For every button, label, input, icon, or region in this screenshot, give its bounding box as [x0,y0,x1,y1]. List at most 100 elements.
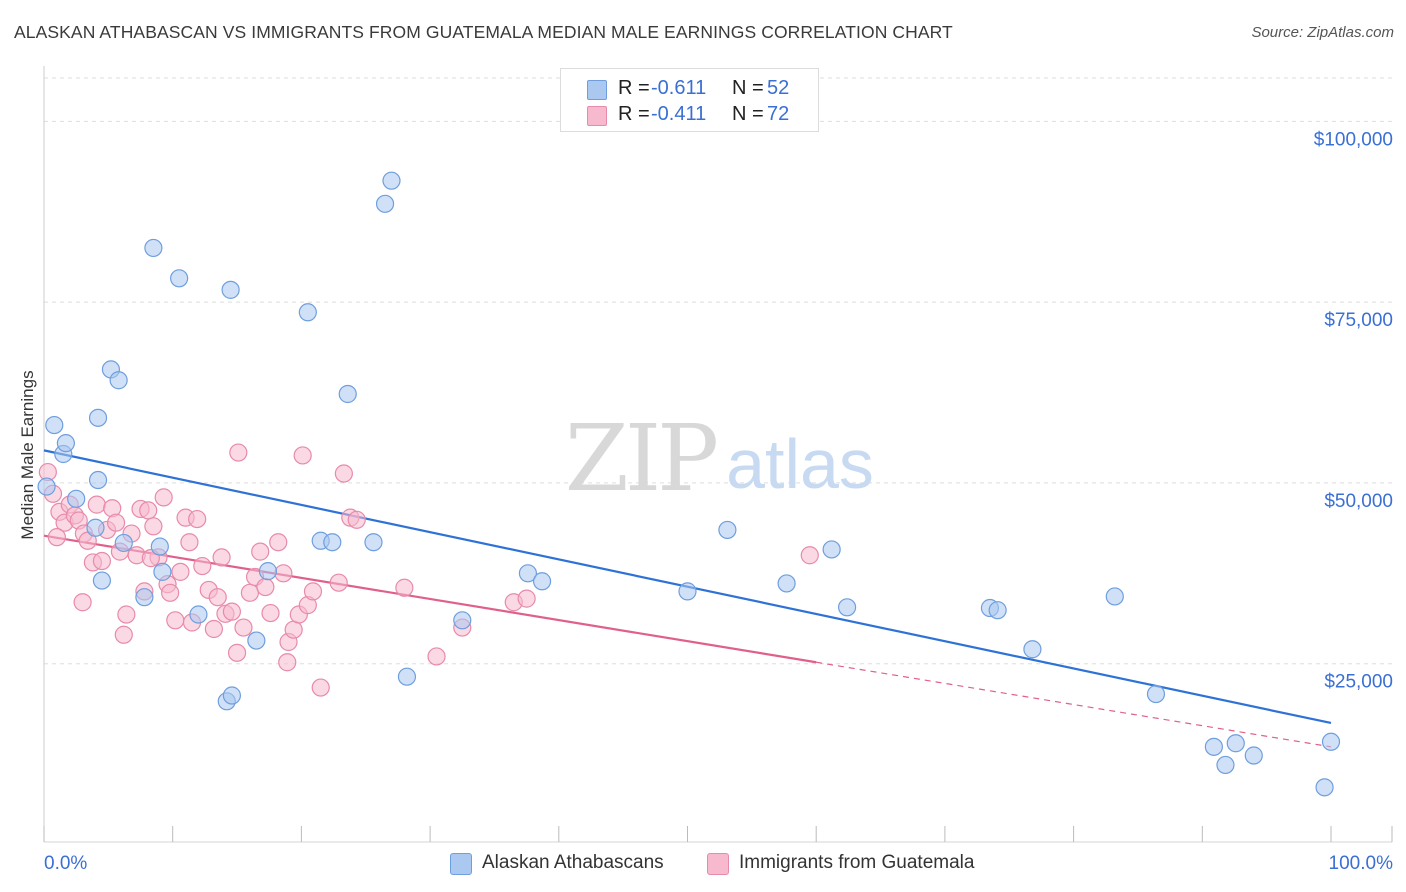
legend-label-guatemala: Immigrants from Guatemala [739,852,975,873]
athabascan-point [247,631,266,650]
guatemala-point [395,578,414,597]
legend-n-label: N = [732,77,764,99]
athabascan-point [170,269,189,288]
guatemala-point [278,653,297,672]
athabascan-point [135,588,154,607]
guatemala-point [117,605,136,624]
watermark-zip: ZIP [565,405,716,512]
watermark: ZIP atlas [565,405,874,512]
guatemala-point [256,577,275,597]
guatemala-point [87,495,106,514]
athabascan-point [92,571,112,590]
legend-swatch-blue [450,853,472,875]
athabascan-point [397,667,417,686]
legend-stats: R = -0.611 N = 52 R = -0.411 N = 72 [560,68,819,132]
legend-r-value: -0.611 [651,77,707,99]
guatemala-point [229,443,248,462]
guatemala-point [269,533,288,552]
athabascan-point [56,434,75,453]
legend-n-value: 52 [767,77,790,99]
watermark-atlas: atlas [726,425,874,503]
legend-swatch-pink [587,106,607,126]
legend-swatch-pink [707,853,729,875]
athabascan-point [150,537,169,556]
chart-title: ALASKAN ATHABASCAN VS IMMIGRANTS FROM GU… [14,22,953,42]
athabascan-point [114,533,133,553]
athabascan-point [678,582,697,601]
athabascan-point [189,605,208,624]
athabascan-point [338,384,357,404]
guatemala-point [293,446,312,465]
athabascan-point [1315,778,1334,797]
x-tick-label-min: 0.0% [44,853,87,874]
legend-label-athabascans: Alaskan Athabascans [482,852,664,873]
guatemala-point [311,678,330,697]
athabascan-point [37,477,56,496]
points-layer [37,171,1341,797]
athabascan-point [382,171,401,190]
athabascan-point [1226,734,1245,753]
athabascan-point [222,686,242,705]
guatemala-point [154,488,173,507]
guatemala-point [106,513,126,532]
athabascan-point [375,194,395,213]
athabascan-point [88,470,108,490]
athabascan-point [453,611,472,630]
guatemala-point [234,618,253,637]
guatemala-trendline [43,534,817,664]
guatemala-point [193,556,212,576]
guatemala-point [161,583,180,602]
athabascan-point [1023,640,1042,659]
athabascan-point [988,601,1007,620]
athabascan-point [88,408,108,427]
athabascan-point [109,371,128,390]
guatemala-point [261,603,280,623]
legend-r-label: R = [618,103,650,125]
y-tick-label: $75,000 [1324,310,1393,331]
guatemala-point [800,546,819,565]
athabascan-point [45,415,64,435]
legend-n-value: 72 [767,103,790,125]
y-tick-label: $100,000 [1314,129,1393,150]
axis-layer: $25,000 $50,000 $75,000 $100,000 0.0% 100.0% [43,66,1393,874]
athabascan-point [323,533,342,552]
athabascan-point [1244,746,1263,765]
athabascan-point [718,520,737,540]
y-tick-label: $50,000 [1324,491,1393,512]
legend-n-label: N = [732,103,764,125]
guatemala-point [227,643,247,662]
guatemala-point [166,611,185,630]
athabascan-point [1146,684,1166,704]
athabascan-point [518,564,538,583]
guatemala-point [171,562,190,581]
y-axis-label: Median Male Earnings [18,370,37,539]
athabascan-point [298,303,317,322]
athabascan-point [1105,587,1124,606]
guatemala-point [347,510,366,529]
athabascan-point [86,518,105,537]
chart-source: Source: ZipAtlas.com [1251,24,1394,41]
athabascan-point [144,238,163,258]
legend-r-value: -0.411 [651,103,707,125]
legend-swatch-blue [587,80,607,100]
guatemala-point [274,564,293,583]
guatemala-point [240,583,260,602]
athabascan-point [532,572,552,591]
guatemala-point [329,573,348,592]
guatemala-point [188,509,207,529]
guatemala-point [334,464,353,483]
guatemala-point [180,533,199,552]
guatemala-point [427,647,446,666]
guatemala-point [73,593,92,612]
athabascan-point [258,562,278,581]
athabascan-point [1216,755,1235,775]
guatemala-point [517,589,536,608]
guatemala-point [284,620,303,639]
y-tick-label: $25,000 [1324,672,1393,693]
guatemala-point [114,625,133,644]
athabascan-point [153,562,172,581]
athabascan-point [837,598,857,617]
guatemala-point [144,517,163,536]
legend-r-label: R = [618,77,650,99]
